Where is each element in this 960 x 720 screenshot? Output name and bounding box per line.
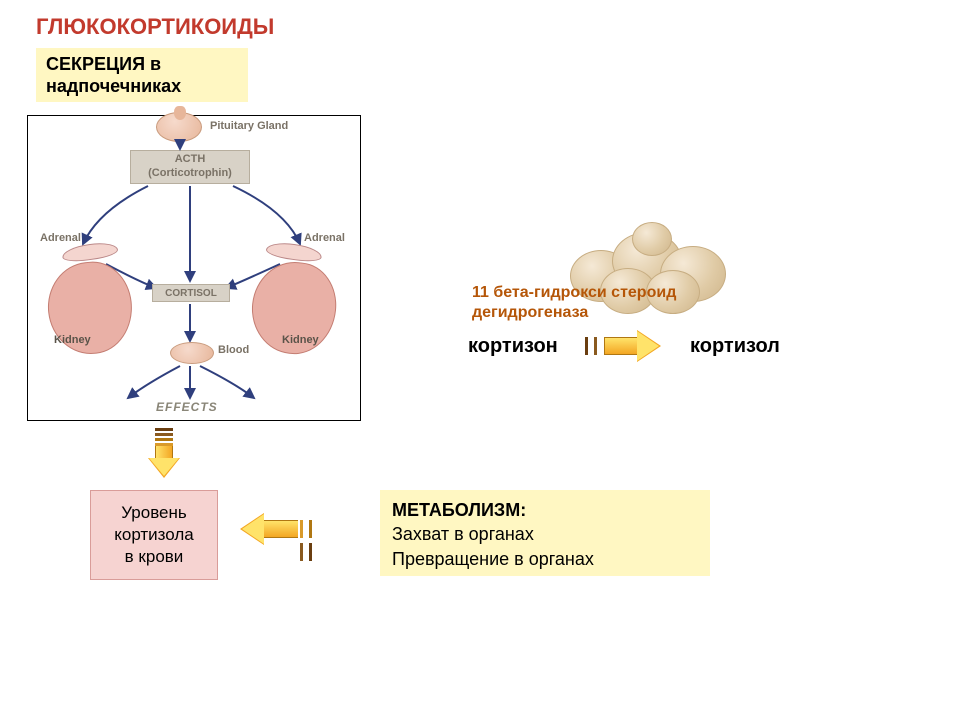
conversion-arrow-icon: [585, 330, 665, 362]
cortisone-label: кортизон: [468, 335, 558, 358]
secretion-line1: СЕКРЕЦИЯ в: [46, 54, 238, 76]
adrenal-right-label: Adrenal: [304, 232, 345, 244]
enzyme-label: 11 бета-гидрокси стероид дегидрогеназа: [472, 283, 676, 323]
secretion-line2: надпочечниках: [46, 76, 238, 98]
blood-icon: [170, 342, 214, 364]
down-arrow-icon: [148, 428, 180, 478]
stage: ГЛЮКОКОРТИКОИДЫ СЕКРЕЦИЯ в надпочечниках…: [0, 0, 960, 720]
adrenal-left-label: Adrenal: [40, 232, 81, 244]
metabolism-line1: МЕТАБОЛИЗМ:: [392, 498, 698, 522]
kidney-left-label: Kidney: [54, 334, 91, 346]
metabolism-line3: Превращение в органах: [392, 547, 698, 571]
cortisol-level-line2: кортизола: [101, 524, 207, 546]
enzyme-line1: 11 бета-гидрокси стероид: [472, 283, 676, 303]
cortisol-level-line1: Уровень: [101, 502, 207, 524]
left-arrow-icon: [240, 513, 320, 545]
kidney-right-label: Kidney: [282, 334, 319, 346]
metabolism-box: МЕТАБОЛИЗМ: Захват в органах Превращение…: [380, 490, 710, 576]
secretion-box: СЕКРЕЦИЯ в надпочечниках: [36, 48, 248, 102]
enzyme-line2: дегидрогеназа: [472, 303, 676, 323]
hpa-diagram: Pituitary Gland ACTH (Corticotrophin): [27, 115, 361, 421]
metabolism-line2: Захват в органах: [392, 522, 698, 546]
cortisol-level-line3: в крови: [101, 546, 207, 568]
cortisol-box: CORTISOL: [152, 284, 230, 302]
cortisol-label: кортизол: [690, 335, 780, 358]
blood-label: Blood: [218, 344, 249, 356]
page-title: ГЛЮКОКОРТИКОИДЫ: [36, 14, 274, 40]
cortisol-level-box: Уровень кортизола в крови: [90, 490, 218, 580]
effects-label: EFFECTS: [156, 400, 218, 414]
